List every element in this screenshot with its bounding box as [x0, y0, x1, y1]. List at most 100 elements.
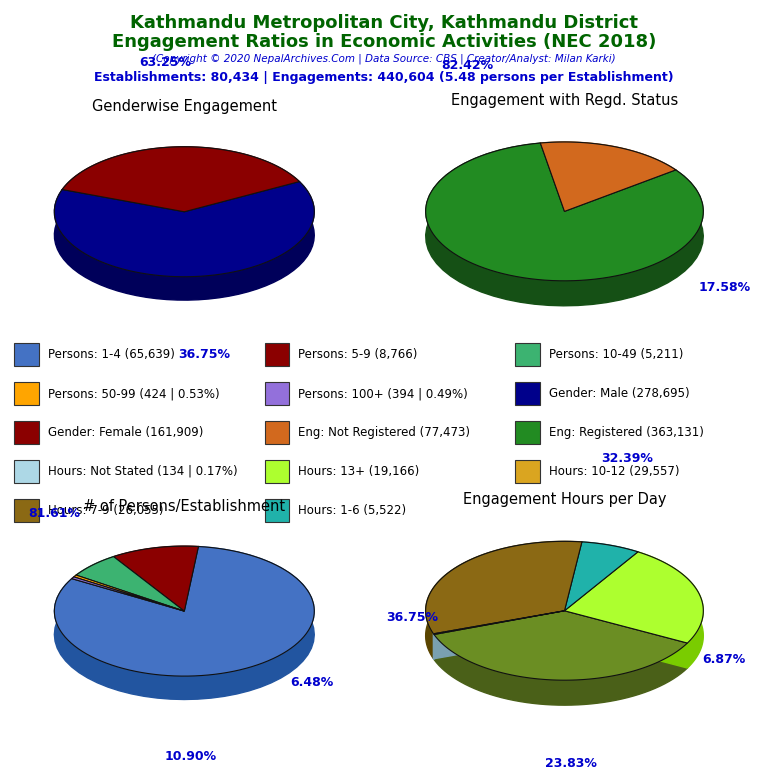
Title: Engagement Hours per Day: Engagement Hours per Day — [463, 492, 666, 507]
Polygon shape — [433, 611, 564, 659]
Polygon shape — [564, 170, 676, 237]
Text: Hours: 7-9 (26,055): Hours: 7-9 (26,055) — [48, 504, 163, 517]
FancyBboxPatch shape — [14, 343, 38, 366]
Text: Gender: Male (278,695): Gender: Male (278,695) — [549, 387, 690, 400]
Polygon shape — [74, 575, 76, 601]
Polygon shape — [55, 181, 314, 300]
Polygon shape — [71, 578, 184, 634]
Text: Eng: Registered (363,131): Eng: Registered (363,131) — [549, 426, 704, 439]
Polygon shape — [541, 143, 564, 237]
Polygon shape — [55, 547, 314, 676]
FancyBboxPatch shape — [265, 382, 290, 405]
Polygon shape — [55, 547, 314, 700]
Text: 17.58%: 17.58% — [698, 281, 750, 294]
FancyBboxPatch shape — [265, 343, 290, 366]
Polygon shape — [71, 577, 74, 602]
Polygon shape — [74, 577, 184, 634]
Text: Hours: Not Stated (134 | 0.17%): Hours: Not Stated (134 | 0.17%) — [48, 465, 237, 478]
Text: 36.75%: 36.75% — [178, 348, 230, 361]
Text: Kathmandu Metropolitan City, Kathmandu District: Kathmandu Metropolitan City, Kathmandu D… — [130, 14, 638, 31]
FancyBboxPatch shape — [515, 343, 541, 366]
Polygon shape — [564, 552, 638, 636]
Text: 23.83%: 23.83% — [545, 757, 598, 768]
Title: Engagement with Regd. Status: Engagement with Regd. Status — [451, 93, 678, 108]
Text: Eng: Not Registered (77,473): Eng: Not Registered (77,473) — [299, 426, 471, 439]
Text: 36.75%: 36.75% — [386, 611, 438, 624]
Text: 10.90%: 10.90% — [165, 750, 217, 763]
Polygon shape — [564, 542, 582, 636]
Text: 6.48%: 6.48% — [290, 676, 333, 689]
Polygon shape — [184, 181, 300, 235]
Text: Persons: 50-99 (424 | 0.53%): Persons: 50-99 (424 | 0.53%) — [48, 387, 219, 400]
Text: Persons: 1-4 (65,639): Persons: 1-4 (65,639) — [48, 348, 174, 361]
FancyBboxPatch shape — [265, 460, 290, 483]
Polygon shape — [564, 552, 703, 643]
Polygon shape — [433, 611, 564, 634]
Polygon shape — [62, 190, 184, 235]
Polygon shape — [564, 611, 687, 668]
Polygon shape — [114, 546, 198, 611]
Polygon shape — [425, 541, 582, 634]
Text: Hours: 1-6 (5,522): Hours: 1-6 (5,522) — [299, 504, 406, 517]
Polygon shape — [541, 143, 564, 237]
Polygon shape — [76, 575, 184, 634]
Polygon shape — [638, 552, 703, 668]
Polygon shape — [564, 611, 687, 643]
Polygon shape — [76, 557, 184, 611]
FancyBboxPatch shape — [14, 498, 38, 521]
Polygon shape — [62, 147, 300, 212]
Polygon shape — [114, 546, 198, 580]
Polygon shape — [55, 181, 314, 276]
Polygon shape — [425, 143, 703, 281]
Polygon shape — [76, 557, 114, 598]
FancyBboxPatch shape — [265, 498, 290, 521]
Polygon shape — [425, 143, 703, 306]
Title: Genderwise Engagement: Genderwise Engagement — [92, 99, 276, 114]
Polygon shape — [434, 634, 687, 705]
Polygon shape — [564, 542, 582, 636]
Polygon shape — [71, 578, 184, 634]
Text: 32.39%: 32.39% — [601, 452, 653, 465]
Text: Gender: Female (161,909): Gender: Female (161,909) — [48, 426, 203, 439]
Polygon shape — [541, 142, 676, 211]
Polygon shape — [76, 575, 184, 634]
Polygon shape — [114, 557, 184, 634]
Text: Engagement Ratios in Economic Activities (NEC 2018): Engagement Ratios in Economic Activities… — [112, 33, 656, 51]
Text: 63.25%: 63.25% — [139, 56, 190, 69]
Polygon shape — [62, 190, 184, 235]
Polygon shape — [74, 577, 184, 634]
Text: 82.42%: 82.42% — [442, 59, 493, 72]
Text: 81.61%: 81.61% — [28, 507, 81, 520]
Polygon shape — [62, 147, 300, 213]
Text: Hours: 13+ (19,166): Hours: 13+ (19,166) — [299, 465, 419, 478]
Text: (Copyright © 2020 NepalArchives.Com | Data Source: CBS | Creator/Analyst: Milan : (Copyright © 2020 NepalArchives.Com | Da… — [152, 54, 616, 65]
Polygon shape — [184, 547, 198, 634]
FancyBboxPatch shape — [14, 382, 38, 405]
Polygon shape — [71, 577, 184, 611]
Polygon shape — [184, 547, 198, 634]
Polygon shape — [541, 142, 676, 195]
FancyBboxPatch shape — [515, 460, 541, 483]
Polygon shape — [564, 170, 676, 237]
FancyBboxPatch shape — [14, 460, 38, 483]
Polygon shape — [184, 181, 300, 235]
FancyBboxPatch shape — [265, 421, 290, 444]
FancyBboxPatch shape — [515, 421, 541, 444]
Polygon shape — [434, 611, 687, 680]
FancyBboxPatch shape — [14, 421, 38, 444]
Text: Hours: 10-12 (29,557): Hours: 10-12 (29,557) — [549, 465, 680, 478]
Text: Establishments: 80,434 | Engagements: 440,604 (5.48 persons per Establishment): Establishments: 80,434 | Engagements: 44… — [94, 71, 674, 84]
Polygon shape — [564, 542, 638, 611]
Polygon shape — [433, 611, 564, 636]
Title: # of Persons/Establishment: # of Persons/Establishment — [83, 498, 286, 514]
Text: Persons: 5-9 (8,766): Persons: 5-9 (8,766) — [299, 348, 418, 361]
Polygon shape — [434, 611, 564, 660]
Text: Persons: 100+ (394 | 0.49%): Persons: 100+ (394 | 0.49%) — [299, 387, 468, 400]
FancyBboxPatch shape — [515, 382, 541, 405]
Polygon shape — [74, 575, 184, 611]
Polygon shape — [564, 552, 638, 636]
Text: 6.87%: 6.87% — [703, 653, 746, 666]
Polygon shape — [425, 541, 582, 659]
Polygon shape — [434, 611, 564, 636]
Polygon shape — [582, 542, 638, 577]
